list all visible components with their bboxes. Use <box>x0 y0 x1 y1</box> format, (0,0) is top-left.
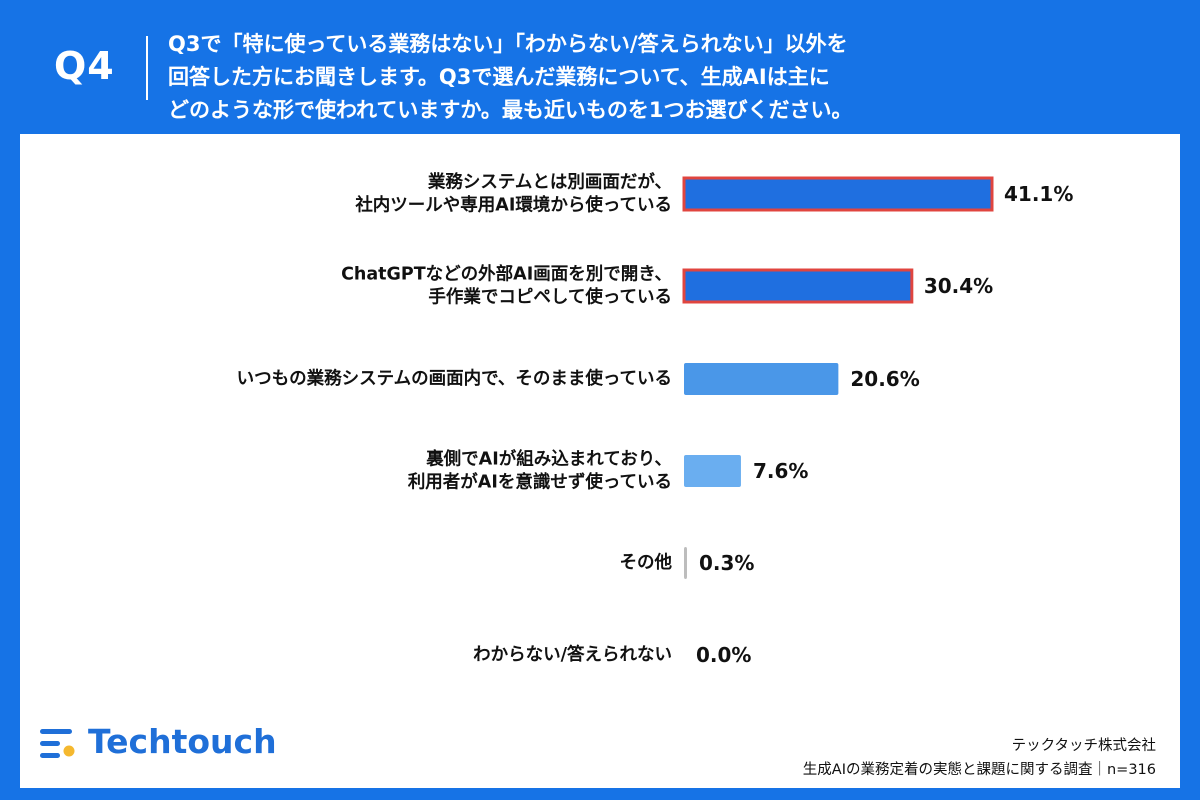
bar <box>682 268 914 304</box>
category-label: 手作業でコピペして使っている <box>428 287 672 308</box>
bar <box>684 547 687 579</box>
survey-info: 生成AIの業務定着の実態と課題に関する調査｜n=316 <box>802 762 1156 778</box>
bar <box>682 176 994 212</box>
value-label: 41.1% <box>1004 182 1073 206</box>
question-text: Q3で「特に使っている業務はない」「わからない/答えられない」以外を 回答した方… <box>168 28 1178 127</box>
bar-chart: 業務システムとは別画面だが、社内ツールや専用AI環境から使っている 41.1% Ch… <box>237 172 1074 668</box>
bar <box>684 455 741 487</box>
header-banner: Q4 Q3で「特に使っている業務はない」「わからない/答えられない」以外を 回答… <box>0 0 1200 134</box>
category-label: わからない/答えられない <box>473 644 672 665</box>
value-label: 0.0% <box>696 643 751 667</box>
bar <box>684 363 839 395</box>
value-label: 0.3% <box>699 551 754 575</box>
category-label: 裏側でAIが組み込まれており、 <box>425 449 672 470</box>
value-label: 30.4% <box>924 274 993 298</box>
value-label: 7.6% <box>753 459 808 483</box>
question-line: どのような形で使われていますか。最も近いものを1つお選びください。 <box>168 98 853 122</box>
techtouch-logo: Techtouch <box>38 722 298 764</box>
category-label: 利用者がAIを意識せず使っている <box>408 472 672 493</box>
question-number: Q4 <box>54 44 115 88</box>
credits: テックタッチ株式会社 生成AIの業務定着の実態と課題に関する調査｜n=316 <box>803 734 1156 782</box>
logo-mark-icon <box>40 729 75 758</box>
company-name: テックタッチ株式会社 <box>1011 738 1156 754</box>
logo-text: Techtouch <box>88 722 277 761</box>
chart-panel: 業務システムとは別画面だが、 社内ツールや専用AI環境から使っている 41.1% Ch… <box>20 134 1180 788</box>
category-label: 社内ツールや専用AI環境から使っている <box>354 195 672 216</box>
header-divider <box>146 36 148 100</box>
category-label: いつもの業務システムの画面内で、そのまま使っている <box>237 368 672 389</box>
category-label: ChatGPTなどの外部AI画面を別で開き、 <box>341 264 672 285</box>
value-label: 20.6% <box>850 367 919 391</box>
question-line: 回答した方にお聞きします。Q3で選んだ業務について、生成AIは主に <box>168 65 830 89</box>
category-label: その他 <box>620 552 673 573</box>
category-label: 業務システムとは別画面だが、 <box>427 172 672 193</box>
question-line: Q3で「特に使っている業務はない」「わからない/答えられない」以外を <box>168 32 848 56</box>
